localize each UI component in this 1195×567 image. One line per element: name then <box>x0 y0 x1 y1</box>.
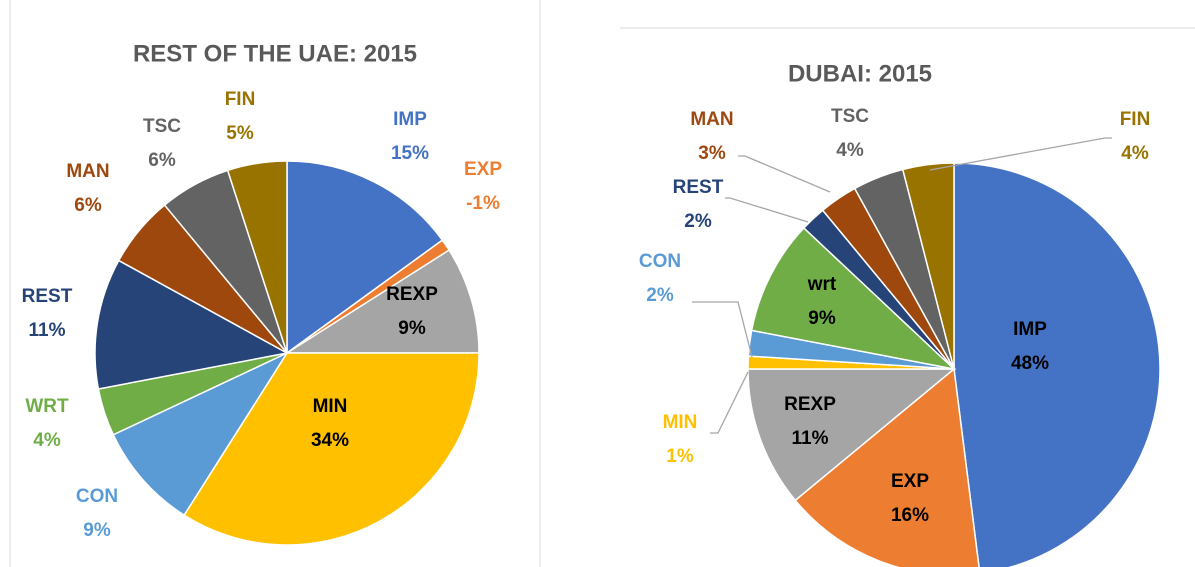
slice-value-label: 9% <box>398 318 426 339</box>
pie-slice <box>750 226 957 371</box>
slice-label: MAN <box>66 161 109 182</box>
slice-label: CON <box>76 486 118 507</box>
pie-slice <box>183 352 480 546</box>
leader-line <box>692 301 753 358</box>
chart-title: DUBAI: 2015 <box>788 60 932 87</box>
pie-slice <box>901 162 955 370</box>
chart-frame <box>9 0 541 567</box>
slice-label: EXP <box>464 159 502 180</box>
slice-label: FIN <box>225 89 256 110</box>
leader-line <box>929 137 1112 171</box>
pie-slice <box>286 160 444 355</box>
slice-label: IMP <box>1013 319 1047 340</box>
pie-slice <box>794 367 980 567</box>
slice-value-label: 2% <box>684 211 712 232</box>
slice-label: MAN <box>690 109 733 130</box>
slice-value-label: 48% <box>1011 353 1049 374</box>
slice-value-label: 6% <box>148 150 176 171</box>
slice-value-label: -1% <box>466 193 500 214</box>
slice-label: IMP <box>393 109 427 130</box>
slice-value-label: 6% <box>74 195 102 216</box>
slice-value-label: 4% <box>836 140 864 161</box>
slice-value-label: 11% <box>29 320 66 341</box>
slice-label: WRT <box>25 396 69 417</box>
chart-title: REST OF THE UAE: 2015 <box>133 40 417 67</box>
pie-slice <box>747 368 957 502</box>
slice-value-label: 9% <box>83 520 111 541</box>
slice-value-label: 4% <box>33 430 61 451</box>
slice-label: REXP <box>386 284 438 305</box>
pie-slice <box>112 351 290 517</box>
slice-label: REST <box>22 286 73 307</box>
leader-line <box>710 371 749 434</box>
slice-label: FIN <box>1120 109 1151 130</box>
slice-value-label: 4% <box>1121 143 1149 164</box>
slice-label: MIN <box>663 412 698 433</box>
slice-label: MIN <box>313 396 348 417</box>
leader-line <box>725 197 809 223</box>
pie-slice <box>226 160 288 354</box>
slice-value-label: 3% <box>698 143 726 164</box>
slice-value-label: 11% <box>792 428 829 449</box>
slice-label: TSC <box>143 116 181 137</box>
slice-value-label: 9% <box>808 308 836 329</box>
pie-slice <box>94 259 290 390</box>
slice-label: REST <box>673 177 724 198</box>
slice-label: TSC <box>831 106 869 127</box>
slice-value-label: 34% <box>311 430 349 451</box>
pie-slice <box>953 162 1161 567</box>
slice-label: wrt <box>807 274 837 295</box>
pie-slice <box>284 249 480 354</box>
slice-value-label: 16% <box>891 505 929 526</box>
slice-label: REXP <box>784 394 836 415</box>
slice-value-label: 1% <box>666 446 694 467</box>
slice-label: CON <box>639 251 681 272</box>
slice-value-label: 5% <box>226 123 254 144</box>
slice-value-label: 15% <box>391 143 429 164</box>
slice-label: EXP <box>891 471 929 492</box>
leader-line <box>738 155 831 193</box>
slice-value-label: 2% <box>646 285 674 306</box>
